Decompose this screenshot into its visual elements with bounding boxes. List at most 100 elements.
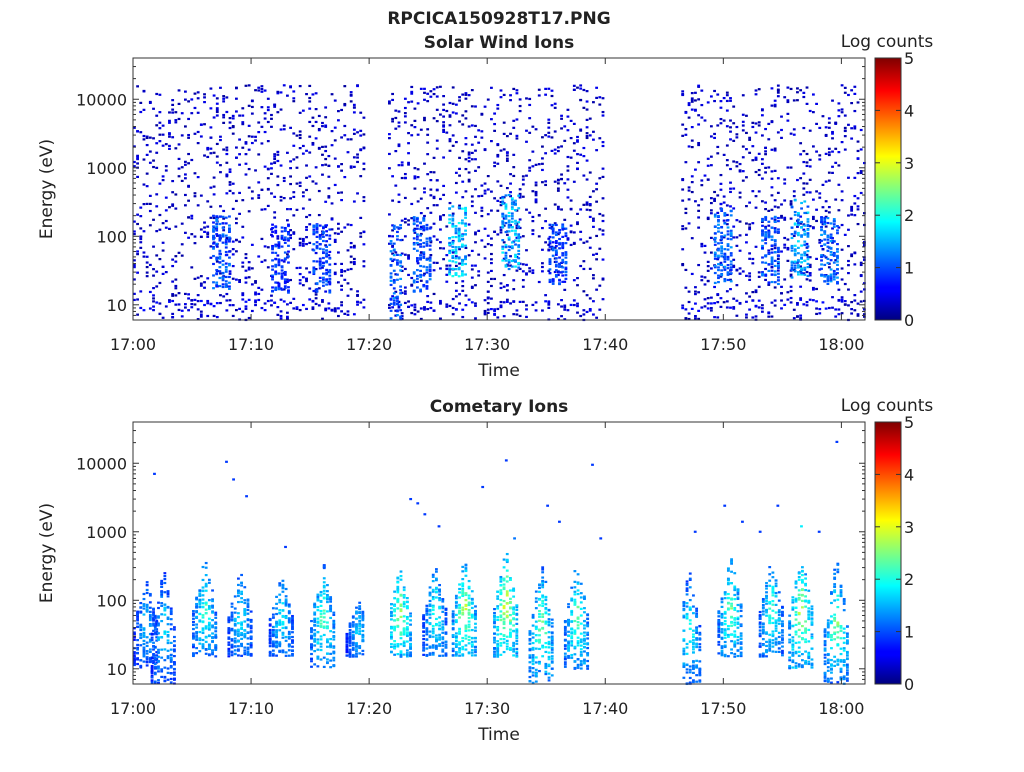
background-count-cell bbox=[343, 134, 346, 136]
ion-burst-cell bbox=[205, 612, 208, 614]
ion-burst-cell bbox=[323, 666, 326, 668]
background-count-cell bbox=[844, 127, 847, 129]
burst-cell bbox=[833, 278, 836, 280]
background-count-cell bbox=[688, 312, 691, 314]
background-count-cell bbox=[815, 307, 818, 309]
background-count-cell bbox=[225, 153, 228, 155]
background-count-cell bbox=[159, 302, 162, 304]
background-count-cell bbox=[525, 209, 528, 211]
burst-cell bbox=[797, 224, 800, 226]
background-count-cell bbox=[729, 182, 732, 184]
ion-burst-cell bbox=[211, 589, 214, 591]
background-count-cell bbox=[496, 163, 499, 165]
background-count-cell bbox=[525, 272, 528, 274]
ion-burst-cell bbox=[247, 632, 250, 634]
colorbar-tick-label: 1 bbox=[904, 259, 914, 278]
ion-burst-cell bbox=[214, 630, 217, 632]
background-count-cell bbox=[222, 116, 225, 118]
background-count-cell bbox=[337, 119, 340, 121]
ion-burst-cell bbox=[269, 645, 272, 647]
background-count-cell bbox=[232, 126, 235, 128]
background-count-cell bbox=[347, 310, 350, 312]
burst-cell bbox=[720, 236, 723, 238]
background-count-cell bbox=[216, 97, 219, 99]
background-count-cell bbox=[723, 119, 726, 121]
ion-burst-cell bbox=[237, 616, 240, 618]
background-count-cell bbox=[729, 100, 732, 102]
burst-cell bbox=[767, 263, 770, 265]
background-count-cell bbox=[146, 203, 149, 205]
background-count-cell bbox=[484, 106, 487, 108]
burst-cell bbox=[455, 225, 458, 227]
background-count-cell bbox=[582, 155, 585, 157]
burst-cell bbox=[451, 260, 454, 262]
burst-cell bbox=[508, 224, 511, 226]
burst-cell bbox=[800, 226, 803, 228]
burst-cell bbox=[396, 314, 399, 316]
background-count-cell bbox=[567, 165, 570, 167]
burst-cell bbox=[508, 245, 511, 247]
low-energy-cell bbox=[139, 307, 142, 309]
burst-cell bbox=[807, 232, 810, 234]
ion-burst-cell bbox=[202, 602, 205, 604]
ion-burst-cell bbox=[157, 607, 160, 609]
background-count-cell bbox=[264, 302, 267, 304]
ion-burst-cell bbox=[310, 644, 313, 646]
burst-cell bbox=[807, 256, 810, 258]
ion-burst-cell bbox=[234, 640, 237, 642]
burst-cell bbox=[287, 292, 290, 294]
background-count-cell bbox=[723, 97, 726, 99]
background-count-cell bbox=[484, 257, 487, 259]
background-count-cell bbox=[302, 110, 305, 112]
background-count-cell bbox=[353, 200, 356, 202]
background-count-cell bbox=[136, 156, 139, 158]
background-count-cell bbox=[197, 294, 200, 296]
background-count-cell bbox=[155, 193, 158, 195]
y-tick-label: 1000 bbox=[86, 159, 127, 178]
background-count-cell bbox=[334, 263, 337, 265]
background-count-cell bbox=[267, 205, 270, 207]
burst-cell bbox=[422, 274, 425, 276]
burst-cell bbox=[714, 252, 717, 254]
background-count-cell bbox=[774, 247, 777, 249]
background-count-cell bbox=[531, 216, 534, 218]
background-count-cell bbox=[860, 148, 863, 150]
ion-burst-cell bbox=[151, 660, 154, 662]
background-count-cell bbox=[582, 242, 585, 244]
background-count-cell bbox=[700, 243, 703, 245]
background-count-cell bbox=[809, 179, 812, 181]
background-count-cell bbox=[146, 272, 149, 274]
burst-cell bbox=[764, 227, 767, 229]
burst-cell bbox=[287, 251, 290, 253]
burst-cell bbox=[820, 240, 823, 242]
ion-burst-cell bbox=[214, 614, 217, 616]
ion-burst-cell bbox=[269, 640, 272, 642]
background-count-cell bbox=[465, 247, 468, 249]
burst-cell bbox=[730, 214, 733, 216]
background-count-cell bbox=[560, 173, 563, 175]
burst-cell bbox=[284, 282, 287, 284]
background-count-cell bbox=[171, 280, 174, 282]
background-count-cell bbox=[844, 234, 847, 236]
background-count-cell bbox=[710, 95, 713, 97]
background-count-cell bbox=[426, 295, 429, 297]
background-count-cell bbox=[394, 117, 397, 119]
background-count-cell bbox=[535, 164, 538, 166]
background-count-cell bbox=[802, 161, 805, 163]
ion-burst-cell bbox=[205, 625, 208, 627]
background-count-cell bbox=[487, 99, 490, 101]
burst-cell bbox=[800, 272, 803, 274]
burst-cell bbox=[451, 223, 454, 225]
ion-burst-cell bbox=[269, 638, 272, 640]
ion-burst-cell bbox=[231, 606, 234, 608]
burst-cell bbox=[215, 218, 218, 220]
background-count-cell bbox=[359, 112, 362, 114]
background-count-cell bbox=[822, 206, 825, 208]
ion-burst-cell bbox=[192, 644, 195, 646]
burst-cell bbox=[222, 235, 225, 237]
burst-cell bbox=[771, 252, 774, 254]
background-count-cell bbox=[146, 266, 149, 268]
burst-cell bbox=[218, 277, 221, 279]
burst-cell bbox=[284, 239, 287, 241]
